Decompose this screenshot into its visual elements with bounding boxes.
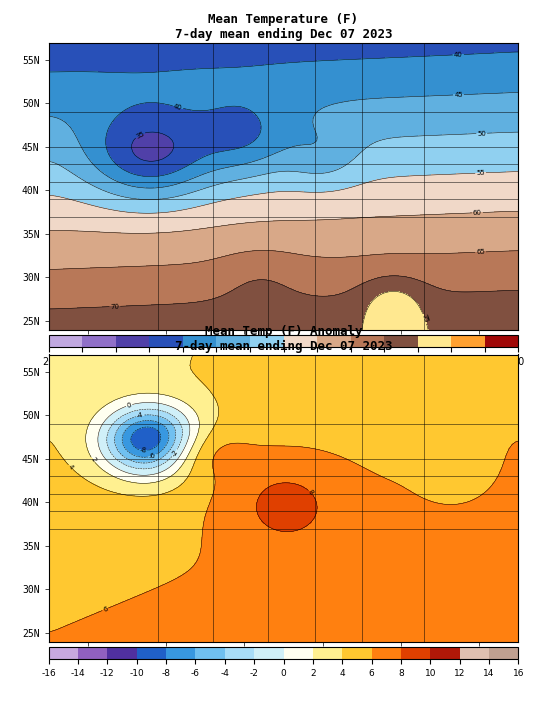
Text: -8: -8 xyxy=(139,447,147,454)
Text: 4: 4 xyxy=(67,464,75,471)
Text: -6: -6 xyxy=(148,452,157,460)
Text: 45: 45 xyxy=(454,91,463,98)
Text: 60: 60 xyxy=(473,209,482,216)
Text: 55: 55 xyxy=(476,170,485,176)
Text: 65: 65 xyxy=(476,249,485,255)
Text: 6: 6 xyxy=(102,605,109,613)
Text: 2: 2 xyxy=(89,457,97,464)
Text: 70: 70 xyxy=(110,303,119,310)
Text: 8: 8 xyxy=(307,489,314,496)
Title: Mean Temperature (F)
7-day mean ending Dec 07 2023: Mean Temperature (F) 7-day mean ending D… xyxy=(175,13,392,41)
Text: 40: 40 xyxy=(173,103,183,111)
Text: 40: 40 xyxy=(454,52,463,58)
Text: 0: 0 xyxy=(126,402,132,409)
Text: 35: 35 xyxy=(134,130,145,140)
Text: -2: -2 xyxy=(170,449,179,457)
Text: 50: 50 xyxy=(477,130,487,137)
Title: Mean Temp (F) Anomaly
7-day mean ending Dec 07 2023: Mean Temp (F) Anomaly 7-day mean ending … xyxy=(175,325,392,353)
Text: 75: 75 xyxy=(420,313,429,324)
Text: -4: -4 xyxy=(136,412,144,419)
